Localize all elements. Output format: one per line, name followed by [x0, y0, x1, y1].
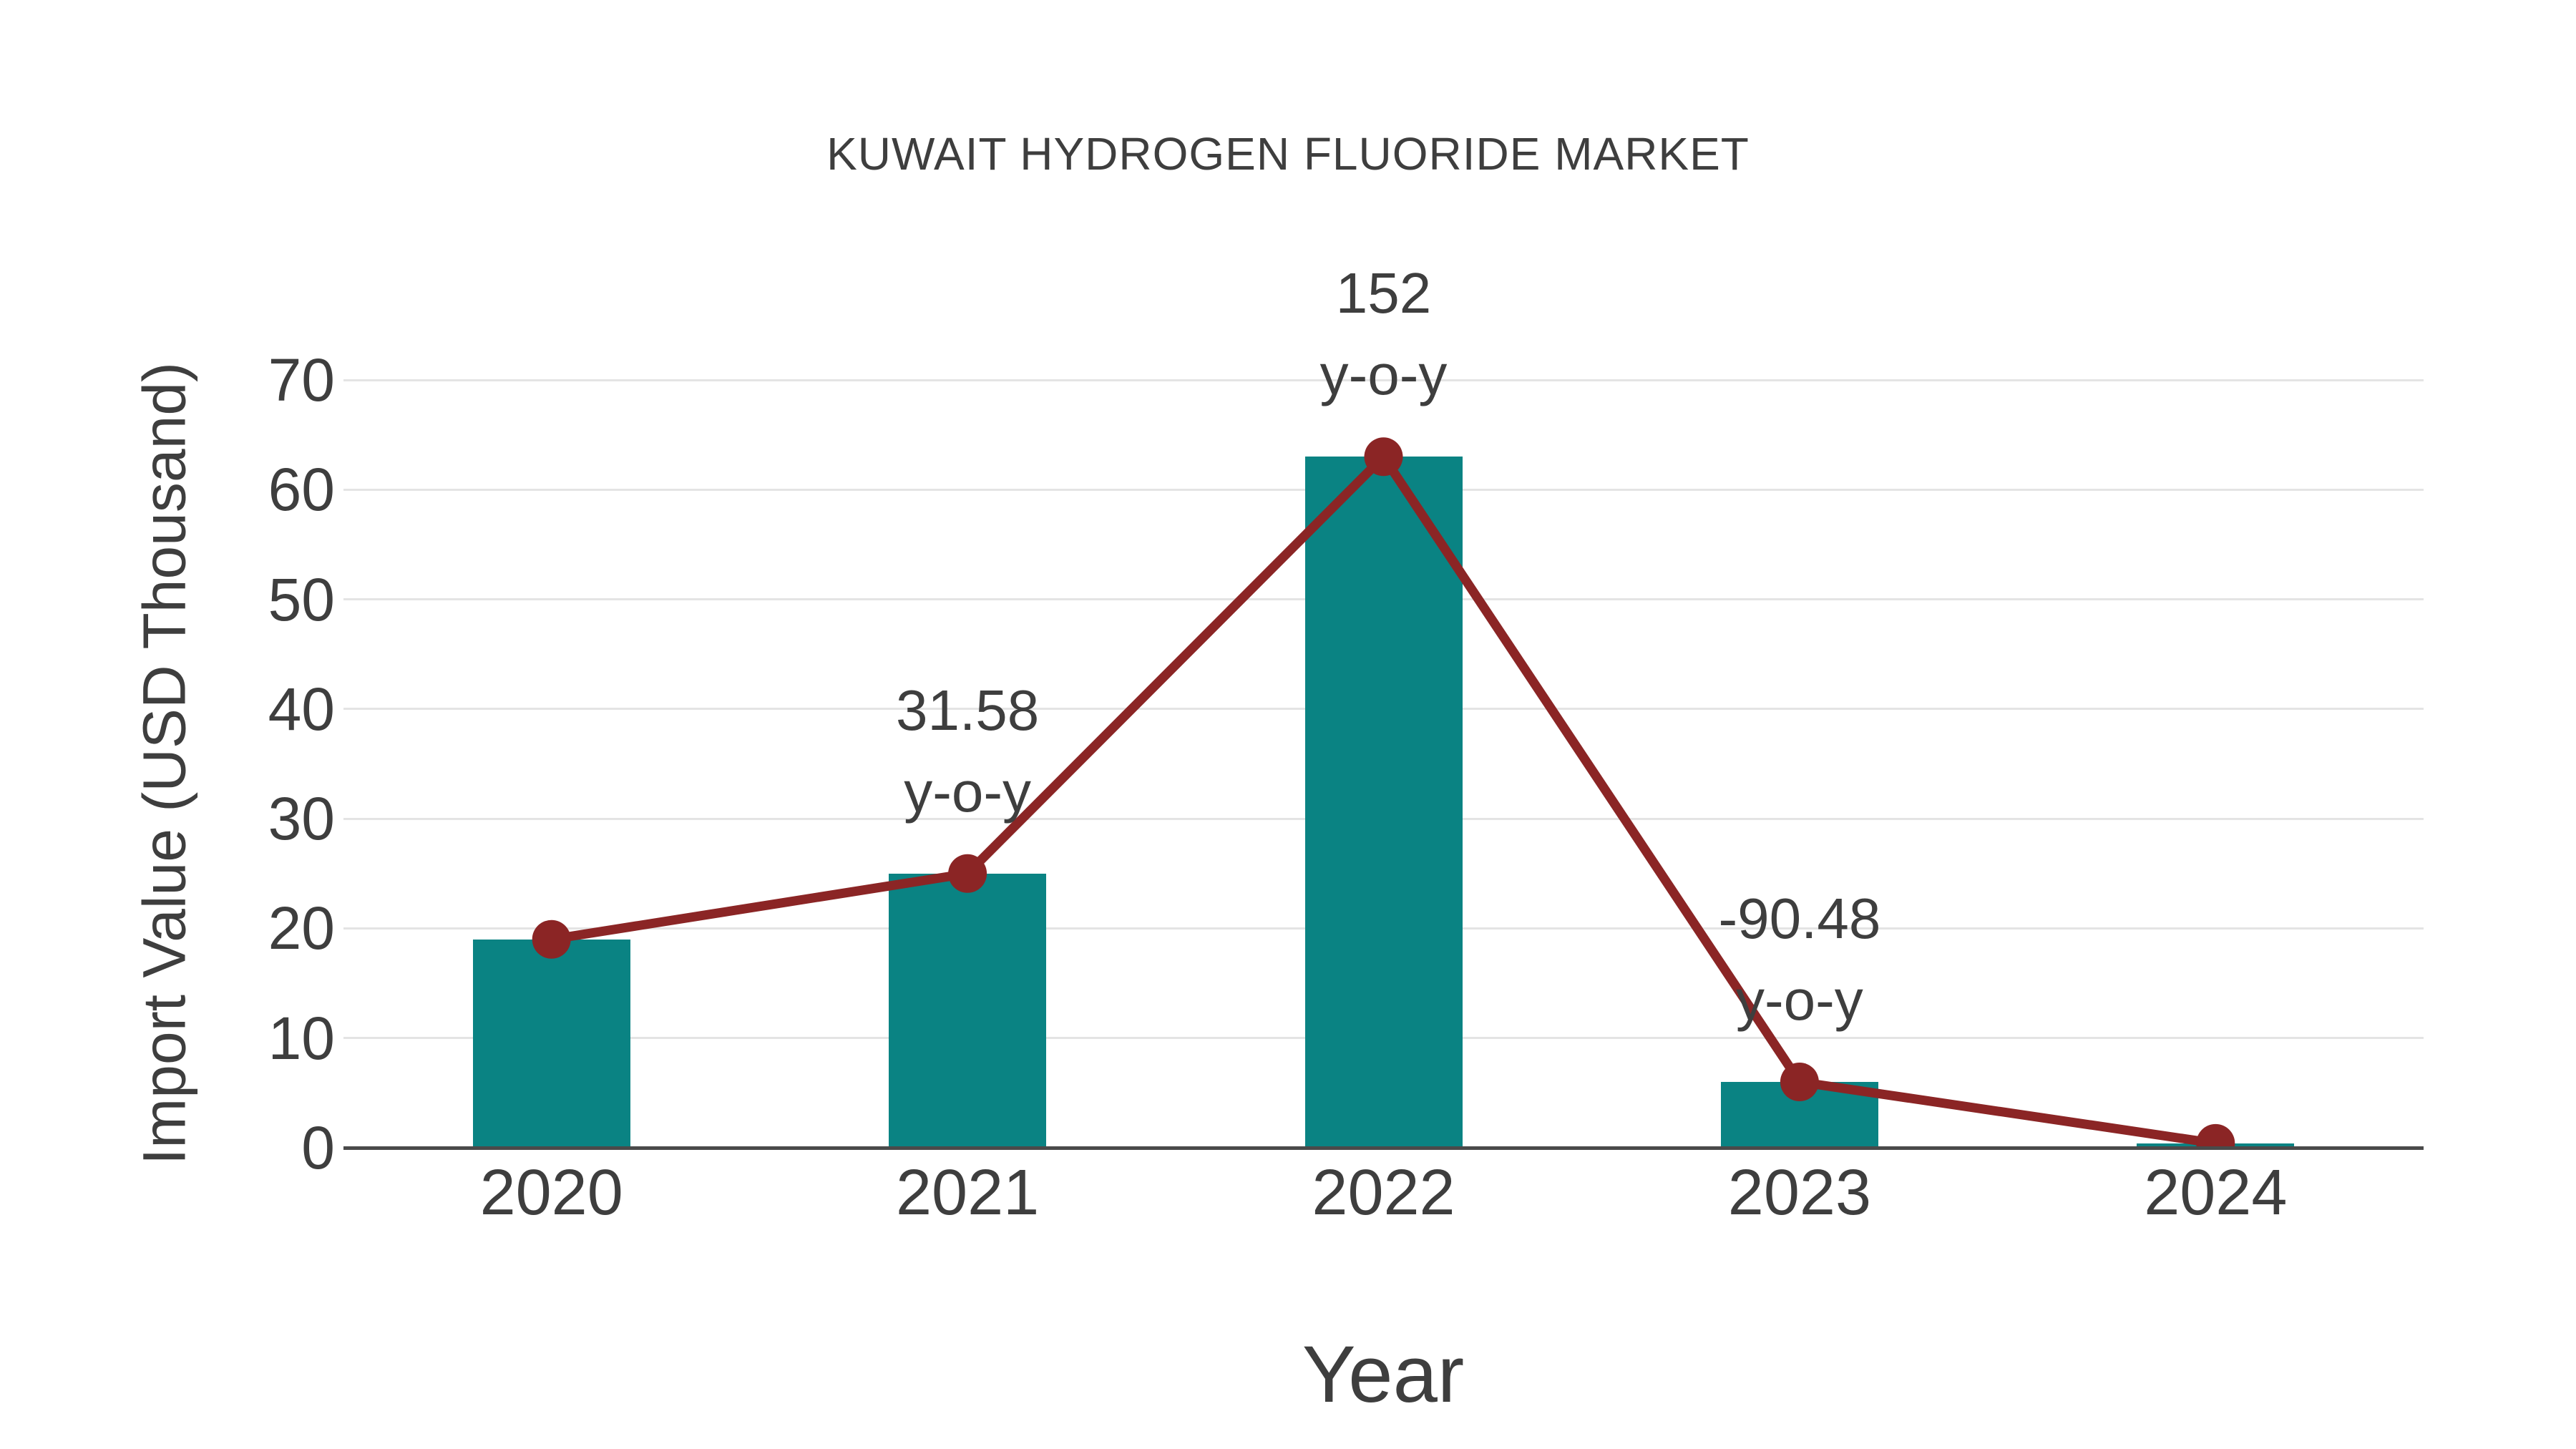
- x-tick-label-2020: 2020: [479, 1157, 623, 1229]
- trend-line-layer: [532, 437, 2235, 1148]
- y-tick-label-30: 30: [268, 785, 335, 853]
- data-point-marker-2023: [1780, 1063, 1819, 1102]
- annotation-yoy-label-2021: y-o-y: [904, 759, 1031, 824]
- data-point-marker-2020: [532, 919, 571, 959]
- y-tick-label-60: 60: [268, 456, 335, 524]
- bar-2021: [889, 873, 1047, 1148]
- annotation-2021: 31.58 y-o-y: [896, 670, 1039, 833]
- annotation-2022: 152 y-o-y: [1320, 253, 1448, 416]
- bar-2022: [1304, 457, 1463, 1148]
- annotation-2023: -90.48 y-o-y: [1718, 878, 1880, 1041]
- annotation-yoy-label-2022: y-o-y: [1319, 343, 1448, 407]
- annotation-yoy-label-2023: y-o-y: [1736, 968, 1863, 1033]
- data-point-marker-2024: [2196, 1123, 2235, 1148]
- annotation-value-2022: 152: [1335, 261, 1432, 326]
- data-point-marker-2022: [1364, 437, 1403, 477]
- y-tick-label-20: 20: [268, 894, 335, 962]
- data-point-marker-2021: [948, 854, 987, 893]
- annotation-value-2021: 31.58: [895, 678, 1040, 742]
- plot-layer: [472, 437, 2295, 1148]
- x-tick-label-2021: 2021: [895, 1157, 1040, 1229]
- x-axis-title: Year: [1302, 1330, 1465, 1419]
- x-axis-line: [343, 1146, 2424, 1150]
- x-tick-label-2023: 2023: [1727, 1157, 1871, 1229]
- bar-2020: [472, 939, 630, 1148]
- x-tick-label-2024: 2024: [2144, 1157, 2288, 1229]
- y-tick-label-70: 70: [268, 346, 335, 414]
- x-tick-label-2022: 2022: [1312, 1157, 1455, 1229]
- y-tick-label-10: 10: [268, 1004, 335, 1072]
- y-tick-label-0: 0: [301, 1114, 335, 1181]
- annotation-value-2023: -90.48: [1718, 887, 1881, 951]
- chart-title: KUWAIT HYDROGEN FLUORIDE MARKET: [826, 128, 1750, 180]
- trend-line: [550, 449, 2217, 1148]
- y-tick-label-50: 50: [268, 565, 335, 633]
- gridline-y70: [343, 379, 2424, 381]
- y-tick-label-40: 40: [268, 675, 335, 743]
